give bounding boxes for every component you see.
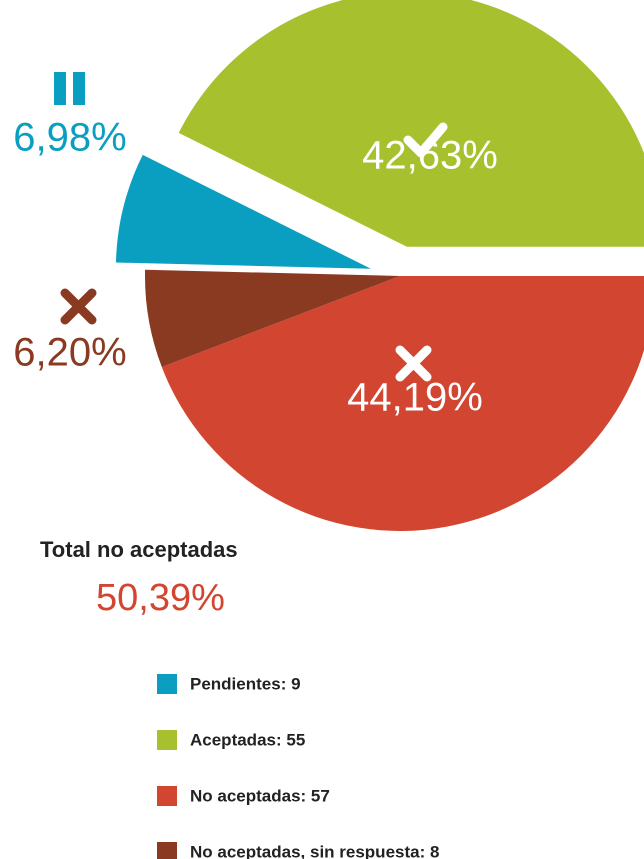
- value-label: 6,98%: [13, 116, 126, 160]
- legend-label: Pendientes: 9: [190, 674, 301, 693]
- legend-swatch: [157, 786, 177, 806]
- value-label: 44,19%: [347, 376, 483, 420]
- legend-label: No aceptadas: 57: [190, 786, 330, 805]
- check-icon: [403, 122, 448, 158]
- pie: [115, 0, 644, 531]
- pie-slice: [178, 0, 644, 247]
- pause-bar: [73, 72, 85, 105]
- annotation-value: 50,39%: [96, 577, 225, 619]
- pie-slice: [115, 154, 371, 269]
- pie-slice: [161, 275, 644, 531]
- legend-swatch: [157, 674, 177, 694]
- annotation-title: Total no aceptadas: [40, 537, 238, 562]
- legend-swatch: [157, 842, 177, 859]
- value-label: 42,63%: [362, 134, 498, 178]
- x-icon: [395, 345, 432, 382]
- pause-icon: [54, 72, 85, 105]
- legend-label: Aceptadas: 55: [190, 730, 305, 749]
- legend-label: No aceptadas, sin respuesta: 8: [190, 842, 439, 859]
- x-icon: [60, 288, 97, 325]
- pause-bar: [54, 72, 66, 105]
- value-label: 6,20%: [13, 331, 126, 375]
- legend-swatch: [157, 730, 177, 750]
- pie-slice: [145, 269, 400, 368]
